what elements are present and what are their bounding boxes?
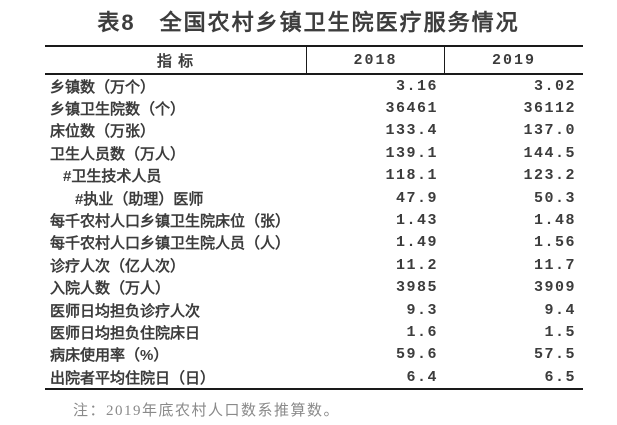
- row-value-2019: 144.5: [523, 144, 576, 162]
- row-value-2019: 137.0: [523, 122, 576, 140]
- row-label: 乡镇卫生院数（个）: [50, 101, 186, 119]
- row-value-2019: 123.2: [523, 167, 576, 185]
- row-label: 每千农村人口乡镇卫生院床位（张）: [50, 213, 291, 231]
- table-row: 医师日均担负住院床日 1.6 1.5: [45, 321, 583, 343]
- row-value-2019: 1.48: [533, 212, 576, 230]
- row-value-2018: 9.3: [406, 301, 438, 319]
- row-value-2018: 59.6: [395, 346, 438, 364]
- table-row: 入院人数（万人） 3985 3909: [45, 277, 583, 299]
- row-value-2018: 6.4: [406, 368, 438, 386]
- table-title: 表8 全国农村乡镇卫生院医疗服务情况: [97, 10, 520, 35]
- table-row: 乡镇数（万个） 3.16 3.02: [45, 75, 583, 97]
- row-label: 入院人数（万人）: [50, 280, 171, 298]
- row-value-2018: 1.6: [406, 323, 438, 341]
- row-value-2019: 50.3: [533, 189, 576, 207]
- table-body: 乡镇数（万个） 3.16 3.02 乡镇卫生院数（个） 36461 36112 …: [45, 75, 583, 391]
- row-value-2018: 139.1: [385, 144, 438, 162]
- table-row: #执业（助理）医师 47.9 50.3: [45, 187, 583, 209]
- header-indicator: 指 标: [45, 47, 307, 73]
- header-2018: 2018: [307, 47, 445, 73]
- row-label: 每千农村人口乡镇卫生院人员（人）: [50, 235, 291, 253]
- row-label: 出院者平均住院日（日）: [50, 369, 216, 387]
- table-row: 每千农村人口乡镇卫生院床位（张） 1.43 1.48: [45, 209, 583, 231]
- table-header-row: 指 标 2018 2019: [45, 45, 583, 75]
- row-value-2018: 118.1: [385, 167, 438, 185]
- row-label: 诊疗人次（亿人次）: [50, 257, 186, 275]
- table-row: 诊疗人次（亿人次） 11.2 11.7: [45, 254, 583, 276]
- row-label: 病床使用率（%）: [50, 347, 169, 365]
- row-value-2018: 1.49: [395, 234, 438, 252]
- row-value-2019: 57.5: [533, 346, 576, 364]
- row-label: 床位数（万张）: [50, 123, 156, 141]
- table-row: 乡镇卫生院数（个） 36461 36112: [45, 97, 583, 119]
- row-value-2019: 3909: [533, 279, 576, 297]
- table-row: 卫生人员数（万人） 139.1 144.5: [45, 142, 583, 164]
- row-value-2018: 1.43: [395, 212, 438, 230]
- footnote: 注：2019年底农村人口数系推算数。: [73, 403, 341, 420]
- row-label: 卫生人员数（万人）: [50, 145, 186, 163]
- row-value-2019: 3.02: [533, 77, 576, 95]
- row-value-2019: 6.5: [544, 368, 576, 386]
- row-value-2019: 1.5: [544, 323, 576, 341]
- health-center-table: 指 标 2018 2019 乡镇数（万个） 3.16 3.02 乡镇卫生院数（个…: [45, 45, 583, 391]
- row-value-2018: 11.2: [395, 256, 438, 274]
- row-value-2018: 133.4: [385, 122, 438, 140]
- row-value-2018: 3985: [395, 279, 438, 297]
- row-value-2018: 3.16: [395, 77, 438, 95]
- row-label: 医师日均担负诊疗人次: [50, 302, 201, 320]
- row-value-2019: 36112: [523, 100, 576, 118]
- header-2019: 2019: [491, 51, 536, 69]
- row-label: #执业（助理）医师: [75, 190, 204, 208]
- row-value-2019: 1.56: [533, 234, 576, 252]
- table-row: 病床使用率（%） 59.6 57.5: [45, 344, 583, 366]
- row-label: 医师日均担负住院床日: [50, 324, 201, 342]
- table-row: 医师日均担负诊疗人次 9.3 9.4: [45, 299, 583, 321]
- table-row: 出院者平均住院日（日） 6.4 6.5: [45, 366, 583, 388]
- table-row: 每千农村人口乡镇卫生院人员（人） 1.49 1.56: [45, 232, 583, 254]
- table-row: 床位数（万张） 133.4 137.0: [45, 120, 583, 142]
- row-value-2019: 9.4: [544, 301, 576, 319]
- row-value-2019: 11.7: [533, 256, 576, 274]
- table-row: #卫生技术人员 118.1 123.2: [45, 165, 583, 187]
- row-value-2018: 47.9: [395, 189, 438, 207]
- row-label: #卫生技术人员: [63, 168, 162, 186]
- row-label: 乡镇数（万个）: [50, 78, 156, 96]
- row-value-2018: 36461: [385, 100, 438, 118]
